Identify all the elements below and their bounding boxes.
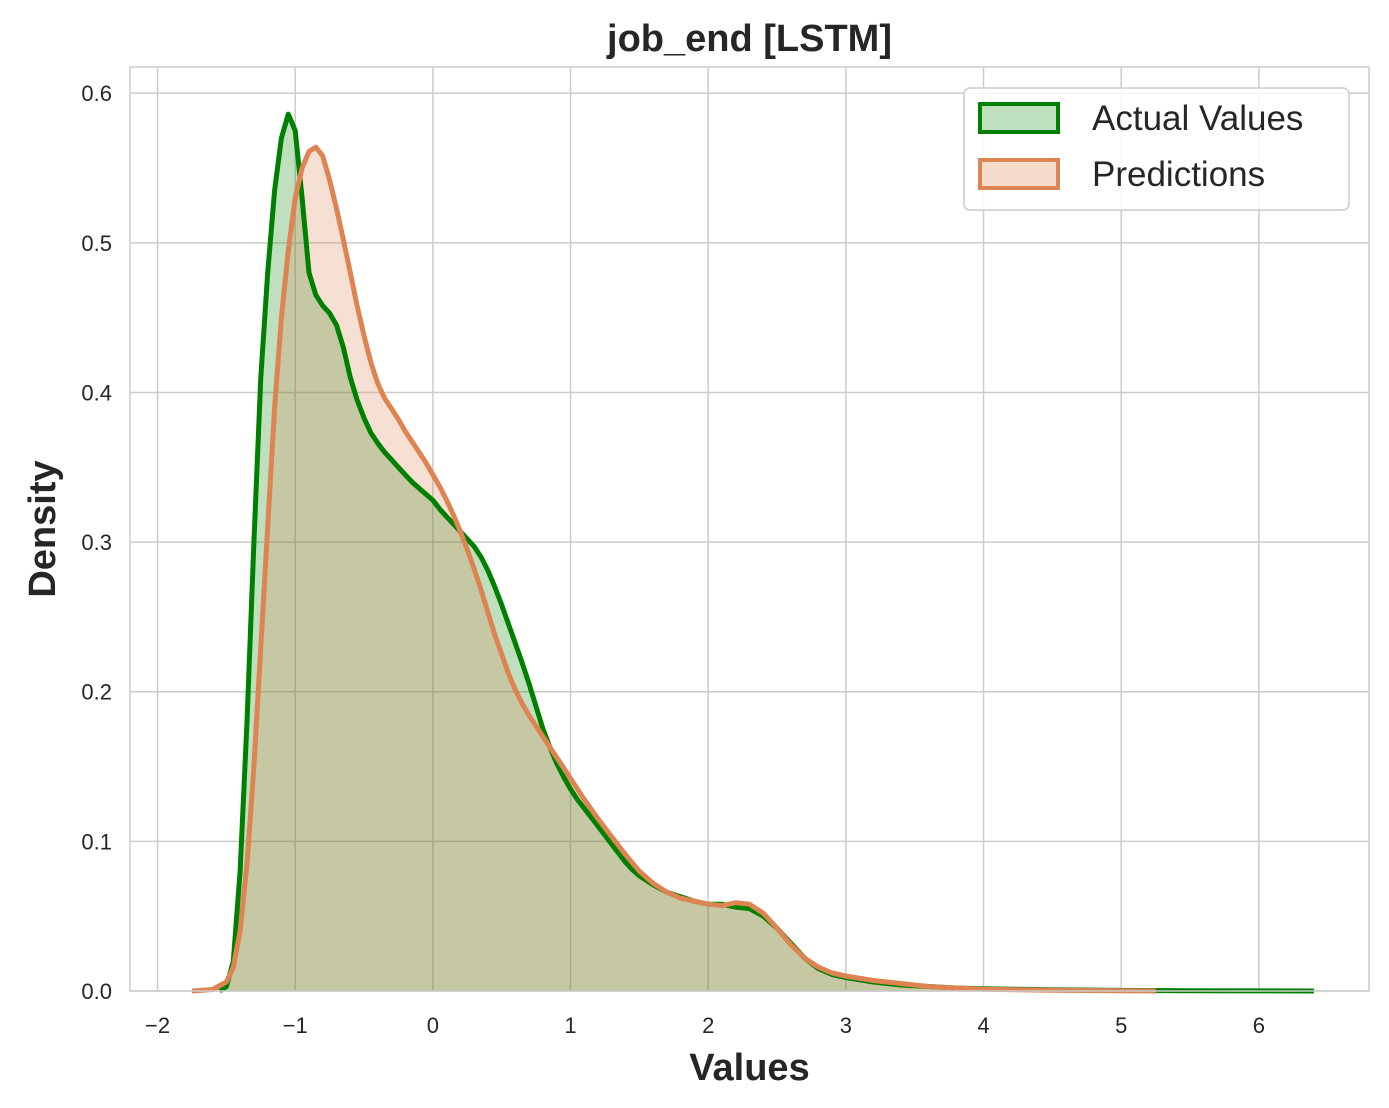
x-tick-label: 4 — [977, 1013, 989, 1038]
y-axis-label: Density — [22, 460, 64, 597]
series-areas — [192, 114, 1314, 992]
x-tick-label: 1 — [564, 1013, 576, 1038]
x-tick-label: −1 — [283, 1013, 308, 1038]
y-tick-labels: 0.0 0.1 0.2 0.3 0.4 0.5 0.6 — [81, 81, 112, 1004]
y-tick-label: 0.5 — [81, 231, 112, 256]
x-axis-label: Values — [689, 1047, 809, 1089]
y-tick-label: 0.2 — [81, 680, 112, 705]
series-area-actual-values — [219, 114, 1314, 992]
chart-title: job_end [LSTM] — [606, 18, 892, 60]
y-tick-label: 0.4 — [81, 380, 112, 405]
x-tick-label: 6 — [1253, 1013, 1265, 1038]
legend: Actual Values Predictions — [963, 87, 1350, 211]
x-tick-label: 3 — [840, 1013, 852, 1038]
legend-swatch — [978, 158, 1060, 190]
plot-frame — [129, 66, 1370, 992]
x-tick-label: 2 — [702, 1013, 714, 1038]
legend-label: Actual Values — [1092, 99, 1303, 138]
y-tick-label: 0.0 — [81, 979, 112, 1004]
series-area-predictions — [192, 147, 1156, 992]
x-tick-label: 5 — [1115, 1013, 1127, 1038]
series-lines — [191, 111, 1314, 994]
x-tick-labels: −2 −1 0 1 2 3 4 5 6 — [145, 1013, 1265, 1038]
series-line-predictions — [191, 144, 1156, 994]
y-tick-label: 0.6 — [81, 81, 112, 106]
legend-swatch — [978, 102, 1060, 134]
x-tick-label: −2 — [145, 1013, 170, 1038]
x-tick-label: 0 — [427, 1013, 439, 1038]
y-tick-label: 0.1 — [81, 829, 112, 854]
y-tick-label: 0.3 — [81, 530, 112, 555]
legend-label: Predictions — [1092, 155, 1265, 194]
legend-box — [963, 87, 1350, 211]
